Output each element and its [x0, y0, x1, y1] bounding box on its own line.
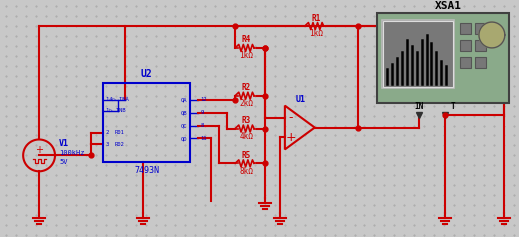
Text: 7493N: 7493N — [134, 166, 159, 175]
Text: R5: R5 — [241, 151, 251, 160]
Text: QD: QD — [181, 136, 187, 141]
Bar — [460, 40, 471, 51]
Bar — [384, 21, 453, 87]
Text: QB: QB — [181, 110, 187, 115]
Text: 4kΩ: 4kΩ — [239, 132, 253, 141]
Text: 5V: 5V — [59, 159, 67, 165]
Text: R3: R3 — [241, 116, 251, 125]
Text: IN: IN — [415, 102, 424, 111]
Text: 12: 12 — [200, 97, 207, 102]
Text: U1: U1 — [296, 95, 306, 104]
Bar — [475, 40, 486, 51]
Text: 8: 8 — [200, 123, 203, 128]
Text: +: + — [285, 131, 296, 144]
Text: V1: V1 — [59, 139, 69, 148]
Bar — [475, 57, 486, 68]
Text: R2: R2 — [241, 83, 251, 92]
Bar — [383, 20, 454, 88]
Text: +: + — [35, 146, 43, 155]
Text: -: - — [289, 111, 293, 124]
Text: 8kΩ: 8kΩ — [239, 167, 253, 176]
Text: 9: 9 — [200, 110, 203, 115]
Text: 2kΩ: 2kΩ — [239, 99, 253, 108]
Text: QA: QA — [181, 97, 187, 102]
Text: 1kΩ: 1kΩ — [239, 51, 253, 60]
Text: R01: R01 — [115, 130, 125, 135]
Text: R02: R02 — [115, 142, 125, 147]
Text: XSA1: XSA1 — [434, 1, 461, 11]
Text: U2: U2 — [141, 69, 153, 79]
Text: 100kHz: 100kHz — [59, 150, 85, 156]
Text: 1kΩ: 1kΩ — [309, 29, 323, 38]
Bar — [460, 57, 471, 68]
Text: 14▷ INA: 14▷ INA — [106, 97, 129, 102]
Text: QC: QC — [181, 123, 187, 128]
Text: 1▷ INB: 1▷ INB — [106, 108, 125, 113]
Text: R4: R4 — [241, 36, 251, 45]
Bar — [377, 13, 509, 103]
Text: 11: 11 — [200, 136, 207, 141]
Bar — [460, 23, 471, 34]
Text: R1: R1 — [311, 14, 320, 23]
Text: 2: 2 — [106, 130, 109, 135]
Polygon shape — [479, 22, 505, 48]
Text: T: T — [450, 102, 455, 111]
Bar — [103, 83, 190, 162]
Bar — [475, 23, 486, 34]
Text: 3: 3 — [106, 142, 109, 147]
